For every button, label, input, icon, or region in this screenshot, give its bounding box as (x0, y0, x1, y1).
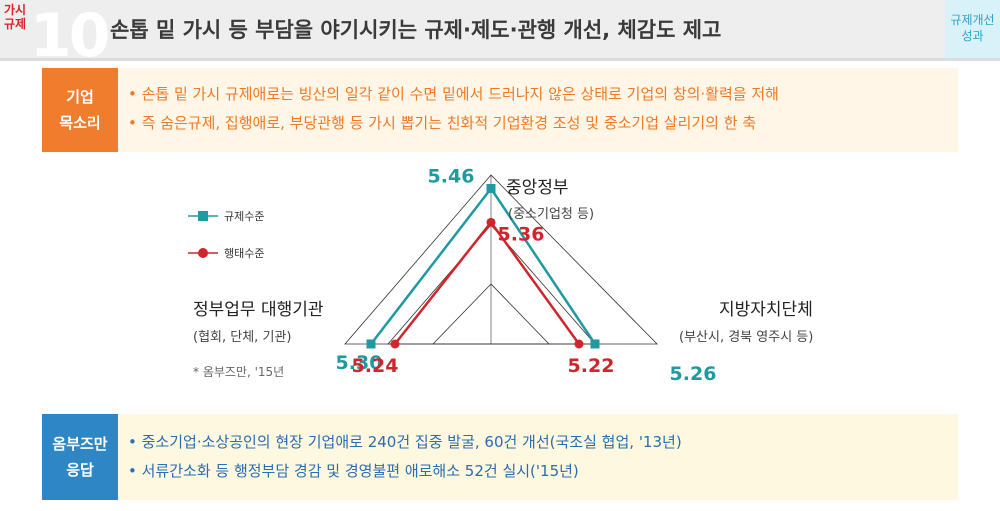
category-badge-line1: 규제개선 (950, 13, 995, 27)
data-label: 5.30 (336, 352, 383, 374)
data-point (366, 339, 376, 349)
business-voice-box: 기업 목소리 손톱 밑 가시 규제애로는 빙산의 일각 같이 수면 밑에서 드러… (42, 68, 958, 152)
data-point (486, 184, 496, 194)
voice-label-line2: 목소리 (59, 114, 101, 132)
page-title: 손톱 밑 가시 등 부담을 야기시키는 규제·제도·관행 개선, 체감도 제고 (110, 18, 722, 42)
chart-legend: 규제수준 행태수준 (188, 210, 264, 260)
data-label: 5.36 (498, 223, 545, 245)
response-label-line2: 응답 (66, 461, 94, 479)
header-divider (0, 58, 1000, 61)
data-label: 5.22 (568, 355, 615, 377)
legend-marker-regulation (198, 211, 208, 221)
chart-source-note: * 옴부즈만, '15년 (193, 365, 284, 379)
page-header: 10 가시 규제 손톱 밑 가시 등 부담을 야기시키는 규제·제도·관행 개선,… (0, 0, 1000, 66)
data-label: 5.24 (352, 355, 399, 377)
list-item: 중소기업·소상공인의 현장 기업애로 240건 집중 발굴, 60건 개선(국조… (128, 428, 682, 457)
category-label-local: 지방자치단체 (719, 300, 813, 320)
header-bar (0, 0, 945, 58)
section-tag-text: 가시 규제 (4, 3, 38, 31)
business-voice-label: 기업 목소리 (42, 68, 118, 152)
data-label: 5.26 (670, 363, 717, 385)
voice-label-line1: 기업 (66, 88, 94, 106)
data-point (486, 217, 496, 227)
legend-marker-behavior (198, 248, 208, 258)
category-badge: 규제개선 성과 (945, 0, 1000, 58)
radar-grid (344, 174, 658, 345)
legend-item-behavior: 행태수준 (188, 247, 264, 260)
category-sub-agency: (협회, 단체, 기관) (193, 330, 291, 345)
data-point (590, 339, 600, 349)
section-number: 10 (30, 1, 110, 71)
data-label: 5.46 (428, 166, 475, 188)
category-label-agency: 정부업무 대행기관 (193, 300, 324, 320)
section-tag-line: 가시 (4, 3, 27, 17)
section-tag-line: 규제 (4, 17, 27, 31)
category-sub-local: (부산시, 경북 영주시 등) (679, 330, 813, 345)
legend-label-behavior: 행태수준 (224, 247, 264, 260)
data-point (574, 339, 584, 349)
legend-item-regulation: 규제수준 (188, 210, 264, 223)
category-badge-line2: 성과 (961, 29, 984, 43)
list-item: 서류간소화 등 행정부담 경감 및 경영불편 애로해소 52건 실시('15년) (128, 457, 682, 486)
legend-label-regulation: 규제수준 (224, 210, 264, 223)
ombudsman-response-box: 옴부즈만 응답 중소기업·소상공인의 현장 기업애로 240건 집중 발굴, 6… (42, 414, 958, 500)
category-label-central: 중앙정부 (506, 178, 569, 198)
business-voice-list: 손톱 밑 가시 규제애로는 빙산의 일각 같이 수면 밑에서 드러나지 않은 상… (128, 80, 779, 138)
series-line (394, 220, 581, 345)
ombudsman-response-label: 옴부즈만 응답 (42, 414, 118, 500)
chart-series: 5.46 5.26 5.30 5.36 5.22 5.24 (336, 166, 717, 385)
radar-chart: 규제수준 행태수준 5.465.265.305.365.225.24 중앙정부 … (188, 166, 813, 385)
data-point (390, 339, 400, 349)
response-label-line1: 옴부즈만 (52, 435, 108, 453)
ombudsman-response-list: 중소기업·소상공인의 현장 기업애로 240건 집중 발굴, 60건 개선(국조… (128, 428, 682, 486)
category-sub-central: (중소기업청 등) (508, 207, 594, 222)
section-tag: 가시 규제 (4, 3, 38, 31)
list-item: 손톱 밑 가시 규제애로는 빙산의 일각 같이 수면 밑에서 드러나지 않은 상… (128, 80, 779, 109)
list-item: 즉 숨은규제, 집행애로, 부당관행 등 가시 뽑기는 친화적 기업환경 조성 … (128, 109, 779, 138)
